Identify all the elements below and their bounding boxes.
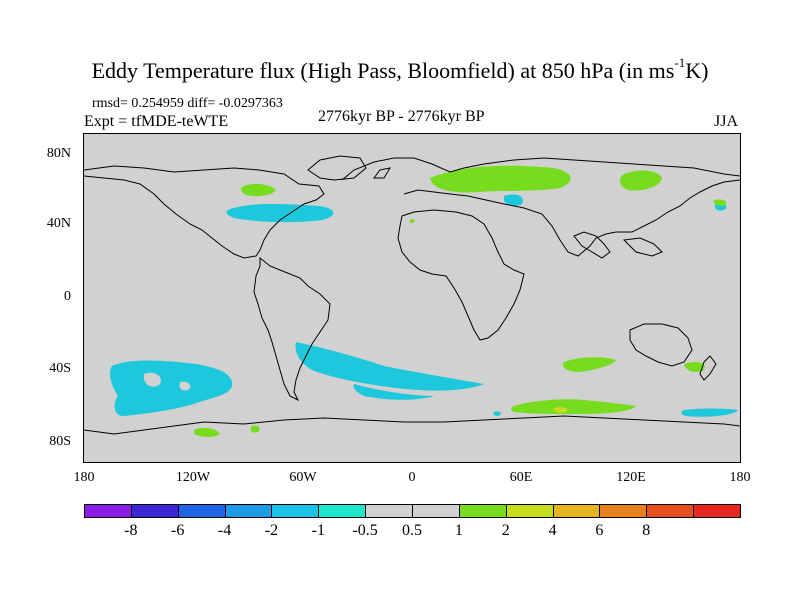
lon-label: 60E — [509, 470, 533, 485]
colorbar-swatch — [318, 504, 367, 518]
positive-anomaly-patches — [194, 165, 727, 437]
colorbar-label: -6 — [171, 522, 185, 539]
chart-title: Eddy Temperature flux (High Pass, Bloomf… — [91, 55, 709, 83]
colorbar-label: -4 — [217, 522, 232, 539]
colorbar-label: 8 — [642, 522, 651, 539]
stats-label: rmsd= 0.254959 diff= -0.0297363 — [92, 96, 283, 111]
lat-label: 80S — [49, 434, 71, 449]
lon-label: 180 — [729, 470, 751, 485]
colorbar — [84, 504, 742, 518]
lat-label: 80N — [46, 146, 71, 161]
colorbar-swatch — [505, 504, 554, 518]
lon-label: 120E — [616, 470, 646, 485]
colorbar-label: -2 — [264, 522, 279, 539]
colorbar-label: 4 — [548, 522, 557, 539]
world-map — [83, 133, 741, 463]
lon-label: 60W — [289, 470, 317, 485]
lon-label: 120W — [175, 470, 211, 485]
colorbar-swatch — [693, 504, 742, 518]
experiment-label: Expt = tfMDE-teWTE — [84, 113, 229, 130]
title-superscript: -1 — [674, 55, 686, 70]
anomaly-gaps — [143, 372, 191, 391]
lat-label: 40S — [49, 361, 71, 376]
colorbar-label: 2 — [501, 522, 510, 539]
colorbar-swatch — [458, 504, 507, 518]
colorbar-swatch — [130, 504, 179, 518]
colorbar-swatch — [271, 504, 320, 518]
colorbar-swatch — [412, 504, 460, 518]
period-label: 2776kyr BP - 2776kyr BP — [318, 108, 485, 125]
colorbar-swatch — [646, 504, 695, 518]
season-label: JJA — [713, 113, 738, 130]
lon-label: 180 — [73, 470, 95, 485]
colorbar-swatch — [224, 504, 273, 518]
coastlines — [84, 155, 740, 435]
colorbar-label: 6 — [595, 522, 604, 539]
negative-anomaly-patches — [110, 194, 738, 417]
colorbar-swatch — [177, 504, 226, 518]
colorbar-label: 1 — [454, 522, 463, 539]
colorbar-swatch — [84, 504, 132, 518]
colorbar-swatch — [599, 504, 648, 518]
colorbar-label: -8 — [124, 522, 138, 539]
lat-label: 40N — [46, 216, 71, 231]
colorbar-label: -0.5 — [352, 522, 378, 539]
colorbar-label: 0.5 — [402, 522, 422, 539]
lat-label: 0 — [64, 289, 71, 304]
colorbar-swatch — [365, 504, 414, 518]
map-svg — [84, 155, 740, 437]
colorbar-label: -1 — [311, 522, 325, 539]
strong-positive-patch — [553, 407, 568, 413]
lon-label: 0 — [408, 470, 416, 485]
colorbar-swatch — [552, 504, 601, 518]
